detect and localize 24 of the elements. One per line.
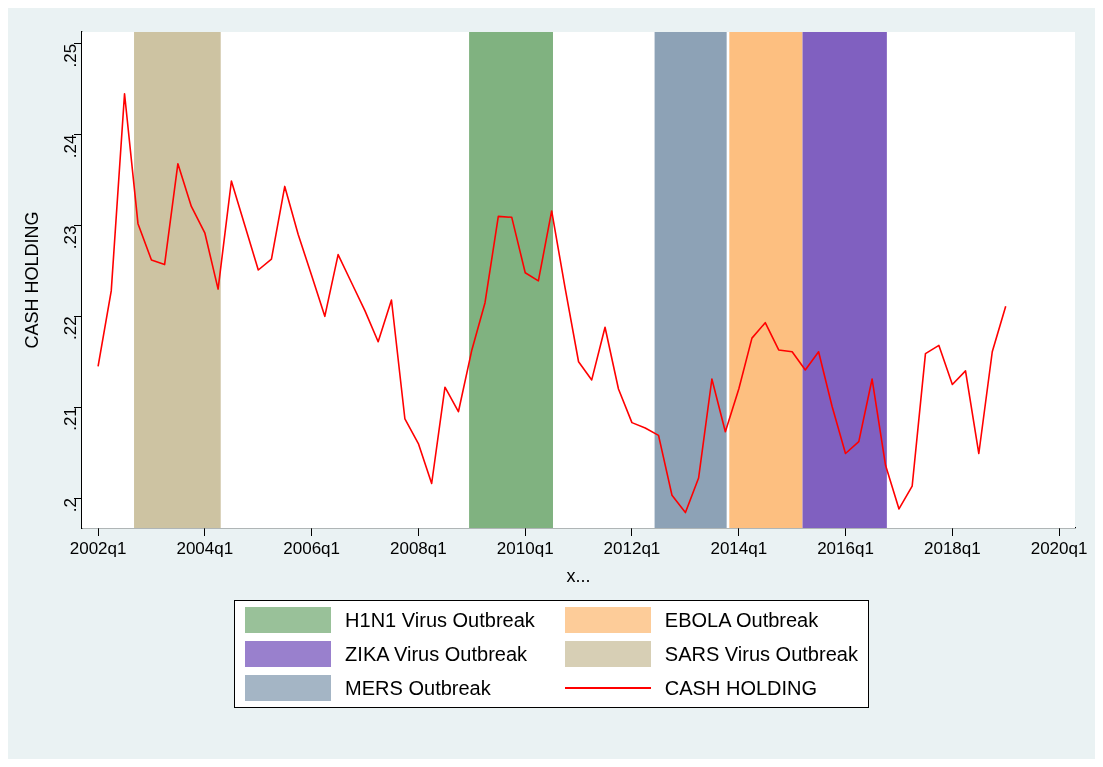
x-tick-label: 2002q1 xyxy=(69,538,127,558)
x-axis-title: x... xyxy=(566,566,591,587)
x-tick-label: 2012q1 xyxy=(603,538,661,558)
y-axis-title: CASH HOLDING xyxy=(21,211,42,349)
legend-label: SARS Virus Outbreak xyxy=(664,642,858,666)
y-tick-label: .24 xyxy=(60,134,80,159)
x-tick-label: 2014q1 xyxy=(710,538,768,558)
y-tick-label: .23 xyxy=(60,225,80,250)
y-tick-label: .25 xyxy=(60,43,80,68)
legend-label: H1N1 Virus Outbreak xyxy=(345,608,535,632)
y-tick-label: .21 xyxy=(60,407,80,431)
x-tick-label: 2016q1 xyxy=(817,538,874,558)
x-tick-label: 2020q1 xyxy=(1030,538,1088,558)
legend-label: ZIKA Virus Outbreak xyxy=(345,642,528,666)
x-tick-label: 2004q1 xyxy=(176,538,234,558)
y-tick-label: .22 xyxy=(60,316,80,340)
legend-label: EBOLA Outbreak xyxy=(664,608,819,632)
x-tick-label: 2018q1 xyxy=(923,538,981,558)
legend-label: CASH HOLDING xyxy=(664,676,818,700)
y-tick-label: .2 xyxy=(60,498,80,513)
x-tick-label: 2006q1 xyxy=(283,538,341,558)
x-tick-label: 2008q1 xyxy=(389,538,447,558)
x-tick-label: 2010q1 xyxy=(496,538,554,558)
legend-label: MERS Outbreak xyxy=(345,676,491,700)
